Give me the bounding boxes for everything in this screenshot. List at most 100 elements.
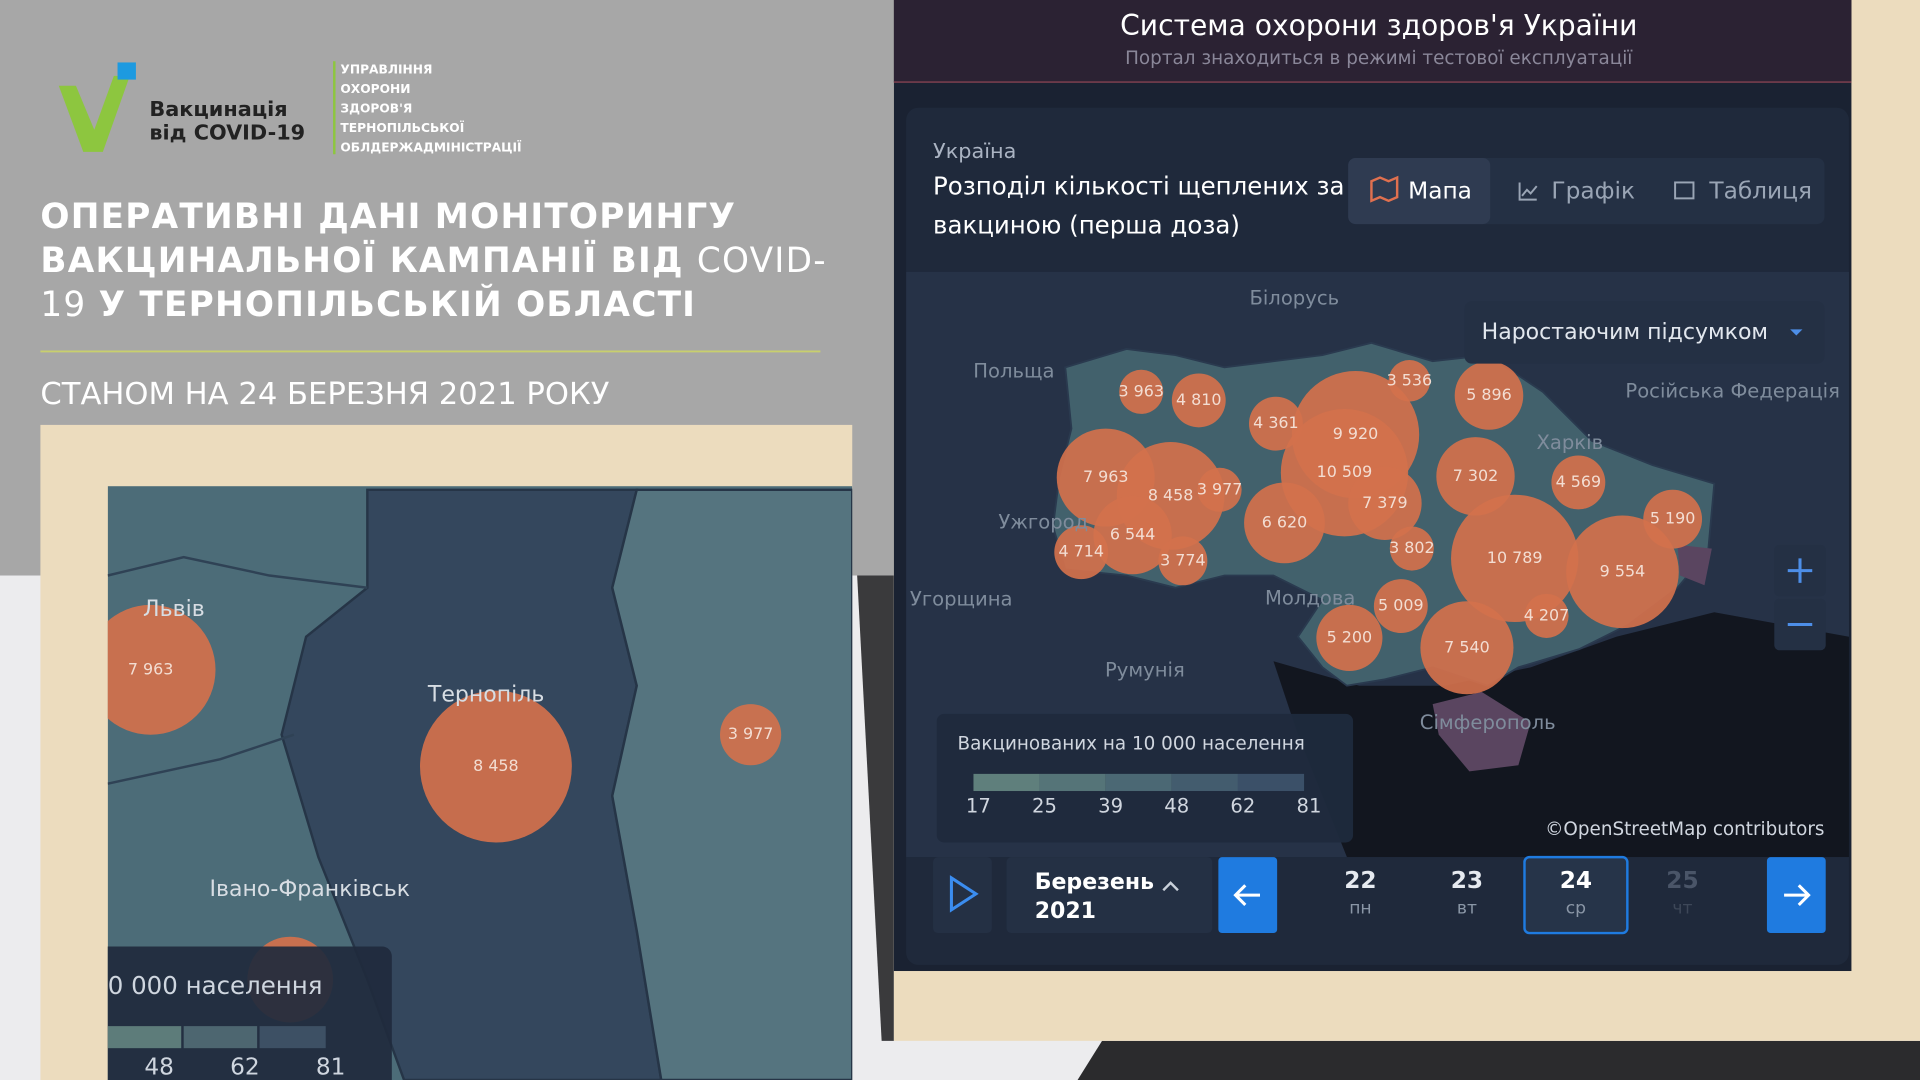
bubble [1420, 601, 1514, 695]
sea [1273, 612, 1849, 858]
legend-swatch [1237, 773, 1305, 792]
weekday[interactable]: вт [1457, 899, 1477, 919]
tab[interactable]: Графік [1518, 178, 1635, 205]
place-label: Румунія [1105, 659, 1185, 682]
dropdown[interactable] [1464, 301, 1825, 364]
legend-swatch [1171, 773, 1238, 792]
bubble-label: 7 963 [1083, 467, 1129, 486]
bubble [720, 704, 782, 766]
place-label: Харків [1536, 431, 1603, 454]
bubble-label: 9 554 [1600, 561, 1646, 580]
laptop-keys [1077, 1040, 1920, 1080]
headline-part: COVID- [697, 241, 827, 281]
legend-swatch [183, 1026, 258, 1049]
play-icon[interactable] [949, 875, 979, 913]
day[interactable]: 23 [1451, 867, 1483, 894]
attribution: ©OpenStreetMap contributors [1545, 819, 1824, 840]
tab-label[interactable]: Графік [1551, 178, 1635, 205]
day-selected[interactable] [1523, 855, 1629, 935]
map-border [107, 555, 368, 589]
chevron-icon[interactable] [1162, 881, 1179, 892]
day[interactable]: 24 [1560, 867, 1592, 894]
logo-square [117, 62, 136, 80]
bubble-label: 5 200 [1327, 627, 1373, 646]
bubble-label: 5 190 [1650, 509, 1696, 528]
place-label: Івано-Франківськ [210, 877, 411, 902]
bubble-label: 6 544 [1110, 525, 1156, 544]
year[interactable]: 2021 [1035, 899, 1096, 924]
bubble-label: 4 810 [1176, 390, 1222, 409]
play-button[interactable] [933, 857, 992, 934]
org-name: УПРАВЛІННЯ ОХОРОНИ ЗДОРОВ'Я ТЕРНОПІЛЬСЬКОЇ О… [340, 62, 522, 154]
logo-title: Вакцинація [149, 97, 287, 121]
zoom-map: 7 963 8 458 3 977 Львів Тернопіль Івано-Фр… [107, 486, 853, 1080]
bubble-label: 7 379 [1362, 493, 1408, 512]
headline-line: ВАКЦИНАЛЬНОЇ КАМПАНІЇ ВІД COVID- [40, 240, 826, 281]
place-label: Польща [973, 360, 1054, 383]
legend-tick: 39 [1098, 794, 1123, 817]
bubble [1348, 466, 1422, 540]
org-line: ОБЛДЕРЖАДМІНІСТРАЦІЇ [340, 140, 522, 155]
dropdown-caret[interactable] [1790, 329, 1803, 336]
legend-swatch [1105, 773, 1172, 792]
arrow-icon[interactable] [1784, 884, 1811, 906]
weekday[interactable]: ср [1566, 899, 1586, 919]
place-label: Російська Федерація [1625, 379, 1840, 402]
org-line: ОХОРОНИ [340, 82, 410, 96]
bubble-label: 3 963 [1118, 381, 1164, 400]
month[interactable]: Березень [1035, 870, 1154, 895]
headline-part: ОПЕРАТИВНІ ДАНІ МОНІТОРИНГУ [40, 196, 736, 236]
bubble-label: 5 009 [1378, 596, 1424, 615]
legend-title: 0 000 населення [108, 971, 323, 1000]
org-line: УПРАВЛІННЯ [340, 62, 432, 76]
bubbles: 3 963 4 810 4 361 9 920 3 536 5 896 7 963 8 458… [1054, 360, 1703, 695]
table-icon[interactable] [1674, 181, 1695, 200]
place-label: Угорщина [910, 588, 1013, 611]
day[interactable]: 22 [1344, 867, 1376, 894]
bubble-label: 5 896 [1466, 385, 1512, 404]
month-picker[interactable] [1006, 857, 1213, 934]
chart-icon[interactable] [1518, 182, 1538, 201]
bubble [1436, 437, 1515, 516]
bubble-label: 4 207 [1524, 605, 1570, 624]
bubble [1388, 360, 1431, 402]
tab-label[interactable]: Мапа [1408, 178, 1472, 205]
logo-title: від COVID-19 [149, 120, 305, 144]
tab-label[interactable]: Таблиця [1708, 178, 1812, 205]
plus-icon[interactable] [1787, 558, 1813, 583]
legend-tick: 62 [1230, 794, 1255, 817]
legend-scale: 17 25 39 48 62 81 [966, 773, 1321, 817]
bubble-label: 3 536 [1387, 370, 1433, 389]
tab-active[interactable] [1348, 157, 1491, 225]
bubble [107, 604, 216, 735]
bubble [1093, 495, 1172, 575]
bubble [420, 690, 572, 843]
portal-header [893, 0, 1852, 83]
tab[interactable]: Мапа [1348, 157, 1491, 225]
legend-swatch [1039, 773, 1106, 792]
tab[interactable]: Таблиця [1674, 178, 1812, 205]
bubble-label: 3 977 [728, 724, 774, 743]
logo-mark [58, 75, 130, 152]
headline-part: ВАКЦИНАЛЬНОЇ КАМПАНІЇ ВІД [40, 240, 696, 281]
bubble-label: 4 569 [1556, 472, 1602, 491]
bubble-label: 7 963 [128, 659, 174, 678]
bubble [1389, 526, 1434, 571]
weekday[interactable]: чт [1672, 899, 1692, 919]
weekday[interactable]: пн [1349, 899, 1371, 919]
headline-line: 19 У ТЕРНОПІЛЬСЬКІЙ ОБЛАСТІ [40, 284, 696, 325]
legend-tick: 25 [1032, 794, 1057, 817]
map-icon[interactable] [1370, 175, 1399, 203]
bubble-label: 8 458 [1148, 485, 1194, 504]
bubble-label: 6 620 [1262, 512, 1308, 531]
bubble [1551, 455, 1606, 510]
bubble-label: 4 714 [1058, 542, 1104, 561]
days[interactable]: 22 пн 23 вт 24 ср 25 чт [1344, 867, 1698, 918]
arrow-icon[interactable] [1233, 884, 1260, 906]
dropdown-label[interactable]: Наростаючим підсумком [1482, 320, 1768, 345]
day[interactable]: 25 [1666, 867, 1698, 894]
headline: ОПЕРАТИВНІ ДАНІ МОНІТОРИНГУВАКЦИНАЛЬНОЇ … [40, 196, 826, 325]
org-line: ТЕРНОПІЛЬСЬКОЇ [340, 120, 464, 135]
